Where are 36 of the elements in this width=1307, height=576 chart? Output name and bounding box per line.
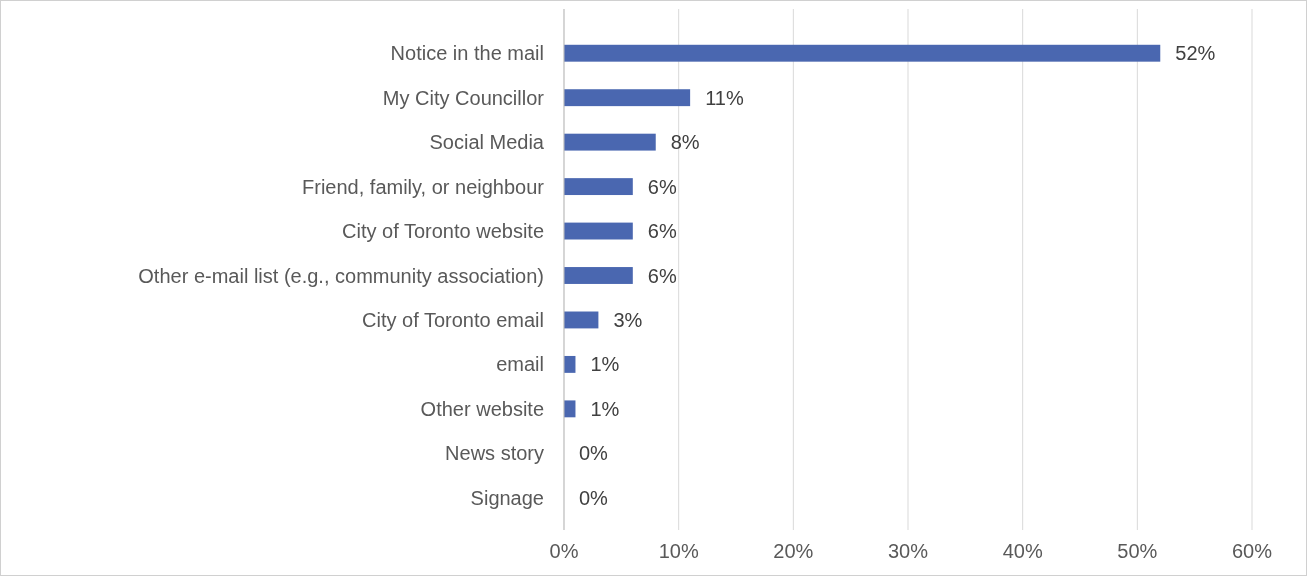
bar — [564, 267, 633, 284]
data-label: 3% — [613, 308, 643, 331]
data-label: 11% — [705, 86, 744, 109]
x-tick-label: 30% — [887, 540, 929, 562]
bar — [564, 44, 1161, 62]
y-tick-label: City of Toronto website — [342, 220, 544, 243]
y-tick-label: City of Toronto email — [362, 308, 544, 331]
data-label: 0% — [579, 486, 609, 509]
bar — [564, 178, 633, 196]
y-tick-label: Other e-mail list (e.g., community association) — [138, 264, 544, 287]
y-tick-label: My City Councillor — [382, 86, 545, 109]
data-label: 52% — [1175, 42, 1216, 65]
y-tick-label: Social Media — [429, 131, 545, 154]
y-tick-label: Signage — [470, 486, 544, 509]
data-label: 6% — [647, 220, 677, 243]
y-tick-label: Other website — [420, 397, 544, 420]
x-tick-label: 10% — [658, 540, 699, 562]
bar — [564, 89, 691, 107]
bar — [564, 311, 599, 329]
data-label: 6% — [647, 264, 677, 287]
y-tick-label: News story — [445, 442, 544, 465]
bar — [564, 222, 633, 240]
x-tick-label: 0% — [549, 540, 579, 562]
y-tick-label: Notice in the mail — [390, 42, 544, 65]
bar — [564, 133, 656, 151]
x-tick-label: 40% — [1002, 540, 1043, 562]
y-tick-label: email — [496, 353, 544, 376]
x-tick-label: 60% — [1231, 540, 1273, 562]
data-label: 1% — [590, 353, 620, 376]
data-label: 6% — [647, 175, 677, 198]
x-tick-label: 20% — [773, 540, 814, 562]
data-label: 1% — [590, 397, 620, 420]
y-tick-label: Friend, family, or neighbour — [302, 175, 545, 198]
data-label: 8% — [670, 131, 700, 154]
x-tick-label: 50% — [1117, 540, 1158, 562]
data-label: 0% — [579, 442, 609, 465]
